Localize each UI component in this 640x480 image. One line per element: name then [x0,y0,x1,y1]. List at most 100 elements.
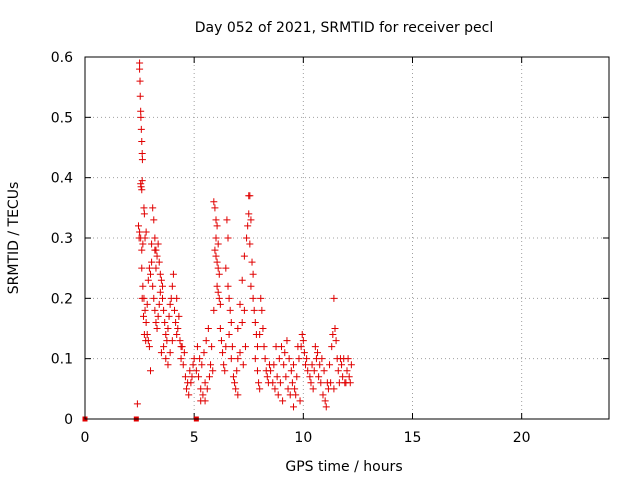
data-point [232,385,240,393]
data-point [161,318,169,326]
data-point [168,282,176,290]
data-point [164,361,172,369]
data-point [293,373,301,381]
data-point [238,318,246,326]
data-point [166,349,174,357]
data-point [326,361,334,369]
data-point [187,379,195,387]
data-point [137,183,145,191]
data-point [183,385,191,393]
data-point [259,325,267,332]
x-axis-label: GPS time / hours [285,459,402,475]
data-point [196,355,204,363]
data-point [188,373,196,381]
data-point [155,258,163,266]
data-point [160,343,168,351]
data-point [137,107,145,115]
data-point [303,355,311,363]
data-point [217,337,225,345]
data-point [290,361,298,369]
data-point [171,306,179,314]
data-point [199,391,207,399]
data-point [152,318,160,326]
data-point [222,264,230,272]
data-point [331,325,339,332]
data-point [320,367,328,375]
data-point [307,379,315,387]
data-point [267,367,275,375]
data-point [253,367,261,375]
data-point [136,77,144,85]
data-point [175,312,183,320]
data-point [153,325,161,332]
data-point [214,264,222,272]
data-point [227,355,235,363]
data-point [138,137,146,145]
data-point [136,65,144,73]
data-point [155,300,163,308]
y-tick-label: 0.6 [51,50,73,66]
data-point [298,331,306,339]
data-point [256,385,264,393]
data-point [292,391,300,399]
data-point [215,294,223,302]
data-point [181,373,189,381]
data-point [213,222,221,230]
data-point [180,349,188,357]
data-point [210,306,218,314]
data-point [173,294,181,302]
data-point [338,361,346,369]
y-tick-label: 0 [64,412,73,428]
data-point [249,270,257,278]
y-tick-label: 0.2 [51,291,73,307]
data-point [228,343,236,351]
data-point [137,113,145,121]
data-point [225,331,233,339]
data-point [144,276,152,284]
data-point [271,385,279,393]
data-point [343,367,351,375]
data-point [208,343,216,351]
data-point [339,373,347,381]
data-point [282,373,290,381]
data-point [151,246,159,254]
data-point [147,270,154,278]
data-point [240,252,248,260]
data-point [151,234,159,242]
data-point [150,216,158,224]
data-point [247,282,255,290]
data-point [287,367,295,375]
x-tick-label: 0 [81,430,90,446]
data-point [261,355,269,363]
data-point [193,343,201,351]
data-point [219,349,227,357]
data-point [172,318,180,326]
data-point [154,240,162,248]
data-point [185,391,193,399]
data-point [147,367,154,375]
data-point [270,361,278,369]
data-point [201,397,209,405]
data-point [294,343,302,351]
data-point [251,355,259,363]
data-point [334,367,342,375]
data-point [201,379,209,387]
data-point [327,379,335,387]
data-point [204,325,212,332]
data-point [302,361,310,369]
data-point [332,337,340,345]
data-point [214,288,222,296]
data-point [148,240,156,248]
data-point [137,125,145,133]
data-point [238,276,246,284]
data-point [258,306,266,314]
data-point [186,367,194,375]
data-point [149,204,157,212]
data-point [250,306,258,314]
x-axis-tick-labels: 0 5 10 15 20 [81,430,531,446]
data-point [239,361,247,369]
data-point [136,59,144,67]
data-point [330,385,338,393]
data-point [176,337,184,345]
data-point [248,258,256,266]
